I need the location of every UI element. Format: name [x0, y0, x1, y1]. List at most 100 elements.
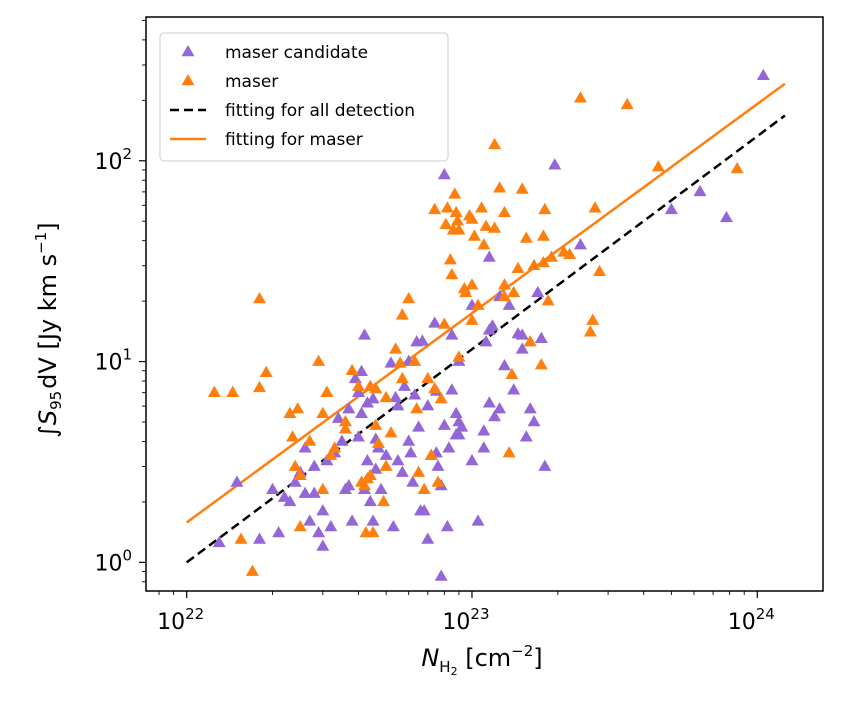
candidate-point: [756, 68, 770, 81]
candidate-point: [345, 514, 359, 526]
candidate-point: [404, 446, 418, 458]
candidate-point: [449, 406, 463, 418]
maser-point: [395, 308, 409, 320]
maser-point: [467, 229, 481, 241]
maser-point: [443, 253, 457, 265]
plot-frame: [145, 16, 824, 592]
maser-point: [534, 358, 548, 370]
maser-point: [515, 182, 529, 194]
candidate-point: [437, 418, 451, 430]
y-tick-label: 100: [94, 546, 132, 576]
maser-point: [437, 317, 451, 329]
legend-label-maser-fit: fitting for maser: [225, 130, 363, 150]
maser-point: [573, 91, 587, 103]
fit-line-0: [185, 114, 786, 564]
candidate-point: [477, 424, 491, 436]
candidate-point: [391, 399, 405, 411]
candidate-point: [360, 396, 374, 408]
candidate-point: [395, 465, 409, 477]
candidate-point: [440, 520, 454, 532]
legend-label-maser: maser: [225, 72, 278, 92]
candidate-point: [573, 238, 587, 250]
axis-ticks: 1022 1023 1024 100 101 102: [94, 19, 775, 635]
maser-point: [324, 448, 338, 460]
candidate-point: [342, 402, 356, 414]
candidate-point: [445, 328, 459, 340]
legend-box: [159, 32, 449, 162]
maser-point: [283, 406, 297, 418]
maser-point: [502, 446, 516, 458]
candidate-point: [434, 569, 448, 581]
candidate-point: [719, 210, 733, 223]
candidate-point: [307, 459, 321, 471]
maser-point: [497, 205, 511, 218]
candidate-point: [408, 388, 422, 400]
maser-point: [259, 365, 273, 377]
candidate-point: [298, 486, 312, 498]
x-tick-label: 1022: [157, 605, 204, 635]
candidate-point: [397, 379, 411, 391]
candidate-point: [253, 532, 267, 544]
maser-point: [563, 247, 577, 260]
maser-point: [586, 313, 600, 325]
candidate-point: [355, 406, 369, 418]
maser-point: [253, 380, 267, 393]
candidate-point: [391, 453, 405, 466]
fit-line-1: [185, 82, 786, 524]
x-tick-label: 1024: [728, 605, 775, 635]
maser-point: [475, 201, 489, 213]
candidate-point: [497, 359, 511, 371]
legend-marker-maser-candidate: [181, 45, 195, 57]
candidate-point: [335, 434, 349, 446]
maser-point: [384, 426, 398, 438]
maser-point: [338, 415, 352, 427]
maser-point: [583, 325, 597, 337]
maser-point: [523, 335, 537, 347]
candidate-point: [415, 334, 429, 346]
maser-point: [402, 291, 416, 304]
candidate-point: [266, 482, 280, 494]
candidate-point: [303, 514, 317, 526]
maser-point: [316, 406, 330, 418]
maser-point: [363, 468, 377, 481]
maser-point: [428, 382, 442, 394]
maser-point: [505, 367, 519, 379]
candidate-point: [519, 430, 533, 442]
legend-marker-maser: [181, 74, 195, 86]
maser-point: [379, 390, 393, 403]
maser-point: [519, 231, 533, 243]
maser-point: [448, 187, 462, 199]
candidate-point: [363, 494, 377, 507]
candidate-point: [351, 385, 365, 397]
candidate-point: [316, 504, 330, 516]
maser-point: [493, 181, 507, 193]
candidate-point: [366, 392, 380, 404]
maser-point: [377, 494, 391, 507]
candidate-point: [379, 448, 393, 460]
fit-lines: [185, 82, 786, 564]
candidate-point: [515, 342, 529, 354]
candidate-point: [488, 409, 502, 422]
maser-point: [452, 350, 466, 362]
candidate-point: [479, 335, 493, 347]
maser-point: [465, 278, 479, 290]
maser-point: [536, 255, 550, 268]
maser-point: [293, 468, 307, 481]
maser-point: [536, 229, 550, 241]
candidate-point: [428, 316, 442, 328]
maser-point: [379, 459, 393, 471]
candidate-point: [342, 479, 356, 491]
candidate-point: [417, 504, 431, 516]
maser-point: [465, 313, 479, 325]
maser-point: [457, 281, 471, 294]
maser-point: [428, 202, 442, 215]
maser-point: [538, 202, 552, 215]
maser-point: [345, 363, 359, 376]
candidate-point: [402, 434, 416, 446]
candidate-point: [527, 415, 541, 427]
candidate-point: [477, 441, 491, 453]
candidate-point: [471, 514, 485, 526]
candidate-point: [455, 420, 469, 432]
maser-point: [328, 441, 342, 453]
